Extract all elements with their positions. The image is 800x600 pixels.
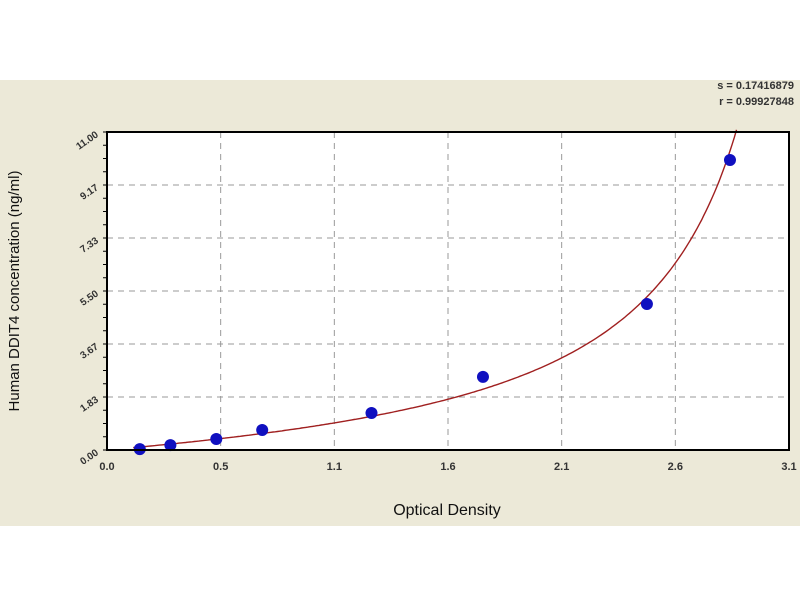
x-tick-label: 2.1	[554, 461, 569, 473]
data-point	[256, 424, 269, 437]
y-tick-label: 9.17	[78, 182, 101, 202]
y-tick-label: 1.83	[78, 394, 101, 414]
y-tick-label: 0.00	[78, 447, 101, 467]
data-point	[164, 439, 177, 452]
x-tick-label: 0.5	[213, 461, 228, 473]
y-tick-label: 7.33	[78, 235, 101, 255]
data-point	[723, 154, 736, 167]
y-axis-label: Human DDIT4 concentration (ng/ml)	[6, 171, 23, 412]
stat-s: s = 0.17416879	[717, 80, 794, 92]
y-tick-label: 3.67	[78, 341, 101, 361]
data-point	[640, 298, 653, 311]
x-tick-label: 1.1	[327, 461, 342, 473]
data-point	[210, 433, 223, 446]
x-tick-label: 0.0	[99, 461, 114, 473]
x-tick-label: 1.6	[440, 461, 455, 473]
y-tick-label: 11.00	[74, 129, 101, 152]
x-tick-label: 3.1	[781, 461, 796, 473]
y-tick-label: 5.50	[78, 288, 101, 308]
stat-r: r = 0.99927848	[719, 96, 794, 108]
x-axis-label: Optical Density	[393, 502, 501, 519]
fit-curve	[133, 129, 738, 449]
data-point	[476, 370, 489, 383]
x-tick-label: 2.6	[668, 461, 683, 473]
data-point	[365, 406, 378, 419]
plot-frame	[106, 131, 790, 451]
